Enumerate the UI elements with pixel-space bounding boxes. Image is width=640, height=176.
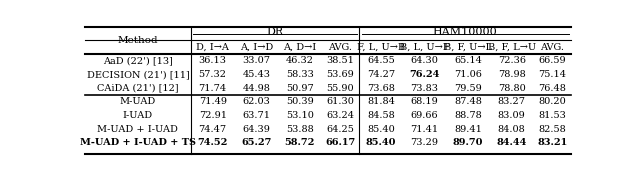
Text: 63.24: 63.24 — [326, 111, 355, 120]
Text: 66.59: 66.59 — [538, 56, 566, 65]
Text: 71.49: 71.49 — [198, 97, 227, 106]
Text: 79.59: 79.59 — [454, 84, 482, 93]
Text: 36.13: 36.13 — [198, 56, 227, 65]
Text: 65.14: 65.14 — [454, 56, 482, 65]
Text: 89.70: 89.70 — [453, 139, 483, 147]
Text: 58.33: 58.33 — [286, 70, 314, 79]
Text: 85.40: 85.40 — [367, 125, 395, 134]
Text: 64.55: 64.55 — [367, 56, 395, 65]
Text: 50.39: 50.39 — [286, 97, 314, 106]
Text: CAiDA (21') [12]: CAiDA (21') [12] — [97, 84, 179, 93]
Text: B, L, U→F: B, L, U→F — [400, 43, 449, 52]
Text: 83.21: 83.21 — [537, 139, 568, 147]
Text: DECISION (21') [11]: DECISION (21') [11] — [86, 70, 189, 79]
Text: 88.78: 88.78 — [454, 111, 482, 120]
Text: 61.30: 61.30 — [326, 97, 355, 106]
Text: 78.80: 78.80 — [498, 84, 525, 93]
Text: AVG.: AVG. — [328, 43, 353, 52]
Text: 76.24: 76.24 — [410, 70, 440, 79]
Text: B, F, L→U: B, F, L→U — [488, 43, 536, 52]
Text: 73.83: 73.83 — [410, 84, 438, 93]
Text: 73.29: 73.29 — [410, 139, 438, 147]
Text: 85.40: 85.40 — [365, 139, 396, 147]
Text: 71.41: 71.41 — [410, 125, 438, 134]
Text: 83.27: 83.27 — [498, 97, 525, 106]
Text: 74.47: 74.47 — [198, 125, 227, 134]
Text: 76.48: 76.48 — [538, 84, 566, 93]
Text: 62.03: 62.03 — [243, 97, 270, 106]
Text: 63.71: 63.71 — [243, 111, 270, 120]
Text: 50.97: 50.97 — [286, 84, 314, 93]
Text: 64.30: 64.30 — [411, 56, 438, 65]
Text: 81.84: 81.84 — [367, 97, 395, 106]
Text: M-UAD + I-UAD: M-UAD + I-UAD — [97, 125, 179, 134]
Text: 81.53: 81.53 — [538, 111, 566, 120]
Text: 45.43: 45.43 — [243, 70, 270, 79]
Text: 82.58: 82.58 — [538, 125, 566, 134]
Text: 57.32: 57.32 — [198, 70, 227, 79]
Text: 38.51: 38.51 — [326, 56, 355, 65]
Text: A, I→D: A, I→D — [239, 43, 273, 52]
Text: 72.91: 72.91 — [198, 111, 227, 120]
Text: 53.69: 53.69 — [326, 70, 355, 79]
Text: Method: Method — [118, 36, 158, 45]
Text: AaD (22') [13]: AaD (22') [13] — [103, 56, 173, 65]
Text: 84.08: 84.08 — [498, 125, 525, 134]
Text: 87.48: 87.48 — [454, 97, 482, 106]
Text: 33.07: 33.07 — [243, 56, 270, 65]
Text: 69.66: 69.66 — [411, 111, 438, 120]
Text: 83.09: 83.09 — [498, 111, 525, 120]
Text: 53.88: 53.88 — [286, 125, 314, 134]
Text: 84.44: 84.44 — [497, 139, 527, 147]
Text: 66.17: 66.17 — [325, 139, 356, 147]
Text: D, I→A: D, I→A — [196, 43, 229, 52]
Text: 65.27: 65.27 — [241, 139, 271, 147]
Text: 75.14: 75.14 — [538, 70, 566, 79]
Text: 78.98: 78.98 — [498, 70, 525, 79]
Text: I-UAD: I-UAD — [123, 111, 153, 120]
Text: 72.36: 72.36 — [498, 56, 525, 65]
Text: 44.98: 44.98 — [243, 84, 270, 93]
Text: 84.58: 84.58 — [367, 111, 395, 120]
Text: 58.72: 58.72 — [285, 139, 315, 147]
Text: AVG.: AVG. — [540, 43, 564, 52]
Text: 68.19: 68.19 — [411, 97, 438, 106]
Text: 71.06: 71.06 — [454, 70, 482, 79]
Text: 64.39: 64.39 — [243, 125, 270, 134]
Text: 53.10: 53.10 — [286, 111, 314, 120]
Text: M-UAD + I-UAD + TS: M-UAD + I-UAD + TS — [80, 139, 196, 147]
Text: B, F, U→L: B, F, U→L — [444, 43, 492, 52]
Text: 74.27: 74.27 — [367, 70, 395, 79]
Text: 64.25: 64.25 — [326, 125, 355, 134]
Text: 73.68: 73.68 — [367, 84, 395, 93]
Text: 46.32: 46.32 — [286, 56, 314, 65]
Text: 80.20: 80.20 — [538, 97, 566, 106]
Text: 89.41: 89.41 — [454, 125, 482, 134]
Text: A, D→I: A, D→I — [284, 43, 316, 52]
Text: 71.74: 71.74 — [198, 84, 227, 93]
Text: DR: DR — [266, 27, 284, 37]
Text: F, L, U→B: F, L, U→B — [357, 43, 405, 52]
Text: 55.90: 55.90 — [326, 84, 354, 93]
Text: 74.52: 74.52 — [198, 139, 228, 147]
Text: M-UAD: M-UAD — [120, 97, 156, 106]
Text: HAM10000: HAM10000 — [433, 27, 497, 37]
